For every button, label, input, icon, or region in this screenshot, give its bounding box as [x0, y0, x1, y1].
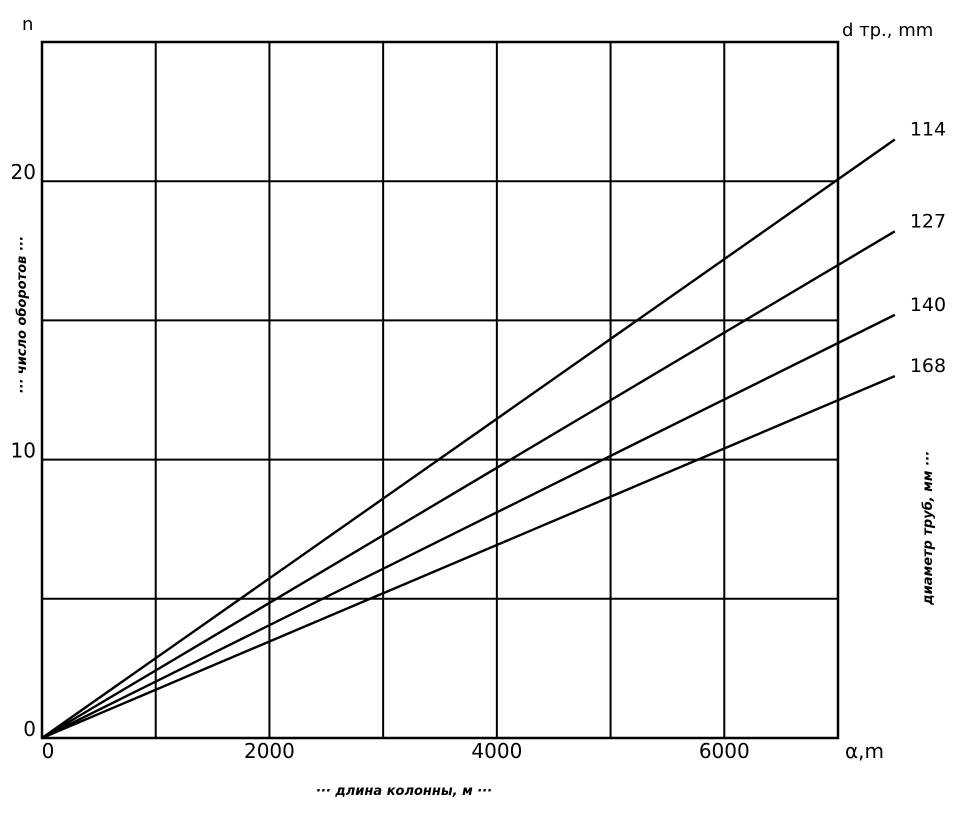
- series-line-114: [41, 138, 896, 739]
- grid: [41, 41, 839, 739]
- y-tick-label: 0: [23, 717, 36, 741]
- y-axis-title: ··· число оборотов ···: [15, 236, 30, 393]
- series-line-140: [41, 313, 896, 740]
- y-tick-label: 20: [11, 160, 36, 184]
- y-tick-labels: 0 10 20: [11, 160, 36, 741]
- x-tick-label: 2000: [244, 739, 295, 763]
- series-line-168: [41, 374, 896, 740]
- x-tick-label: 0: [42, 739, 55, 763]
- series-label-114: 114: [910, 118, 946, 140]
- right-axis-title: диаметр труб, мм ···: [921, 451, 936, 606]
- y-axis-top-label: n: [22, 14, 33, 35]
- series-header-label: d тр., mm: [842, 20, 933, 41]
- series-label-168: 168: [910, 355, 946, 377]
- series-line-127: [41, 230, 896, 740]
- x-tick-labels: 0 2000 4000 6000: [42, 739, 750, 763]
- x-axis-title: ··· длина колонны, м ···: [316, 784, 492, 799]
- series-label-140: 140: [910, 294, 946, 316]
- series-labels: 114 127 140 168: [910, 118, 946, 377]
- y-tick-label: 10: [11, 439, 36, 463]
- x-tick-label: 4000: [471, 739, 522, 763]
- plot-frame: [40, 40, 840, 740]
- x-axis-end-label: α,m: [845, 739, 884, 763]
- x-tick-label: 6000: [699, 739, 750, 763]
- series-lines: [41, 138, 896, 740]
- series-label-127: 127: [910, 210, 946, 232]
